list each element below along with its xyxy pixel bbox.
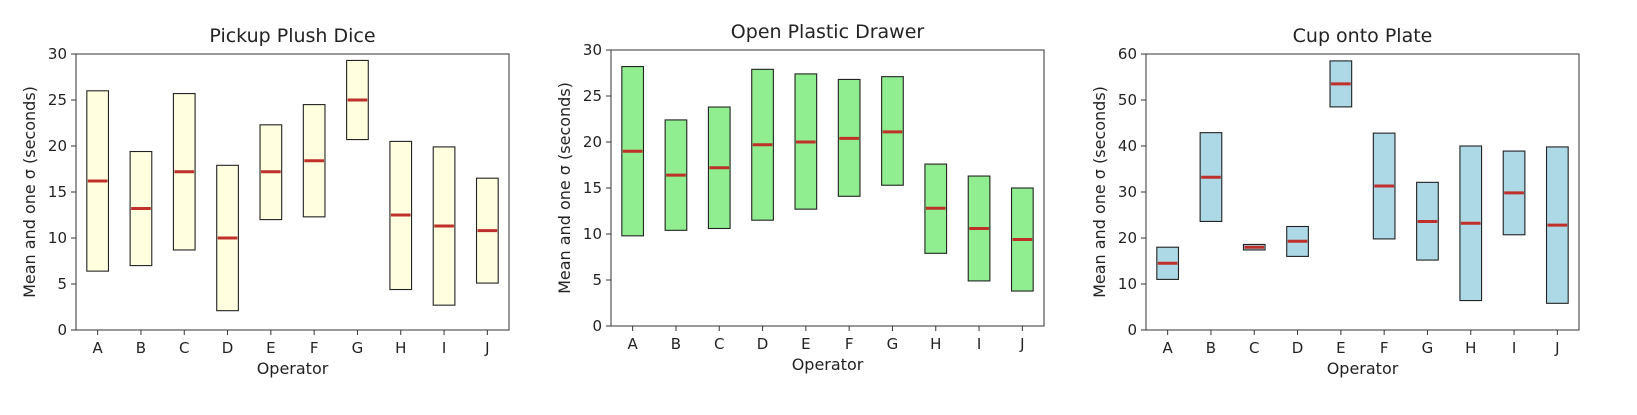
y-tick-label: 25 <box>583 87 602 105</box>
y-tick-label: 15 <box>48 183 67 201</box>
x-tick-label-f: F <box>310 339 319 357</box>
y-tick-label: 10 <box>48 229 67 247</box>
x-tick-label-h: H <box>930 335 941 353</box>
x-tick-label-c: C <box>1249 339 1259 357</box>
y-tick-label: 40 <box>1118 137 1137 155</box>
x-tick-label-g: G <box>887 335 899 353</box>
x-tick-label-i: I <box>977 335 981 353</box>
chart-title: Cup onto Plate <box>1293 25 1433 47</box>
chart-panel-cup-onto-plate: Cup onto Plate Operator Mean and one σ (… <box>1090 25 1580 378</box>
x-tick-label-e: E <box>801 335 810 353</box>
x-tick-label-h: H <box>395 339 406 357</box>
y-tick-label: 20 <box>1118 229 1137 247</box>
x-tick-label-a: A <box>93 339 104 357</box>
chart-panel-pickup-plush-dice: Pickup Plush Dice Operator Mean and one … <box>20 25 510 378</box>
x-tick-label-b: B <box>136 339 146 357</box>
x-tick-label-g: G <box>352 339 364 357</box>
x-axis-label: Operator <box>1327 359 1399 378</box>
y-tick-label: 15 <box>583 179 602 197</box>
y-tick-label: 25 <box>48 91 67 109</box>
x-tick-label-b: B <box>671 335 681 353</box>
x-tick-label-i: I <box>442 339 446 357</box>
x-tick-label-a: A <box>628 335 639 353</box>
y-axis-label: Mean and one σ (seconds) <box>555 82 574 294</box>
x-tick-label-d: D <box>1292 339 1304 357</box>
x-tick-label-h: H <box>1465 339 1476 357</box>
x-tick-label-j: J <box>1019 335 1024 353</box>
y-tick-label: 60 <box>1118 45 1137 63</box>
y-tick-label: 10 <box>583 225 602 243</box>
y-axis-label: Mean and one σ (seconds) <box>1090 86 1109 298</box>
y-axis-label: Mean and one σ (seconds) <box>20 86 39 298</box>
x-axis-label: Operator <box>257 359 329 378</box>
x-tick-label-b: B <box>1206 339 1216 357</box>
x-tick-label-d: D <box>222 339 234 357</box>
x-tick-label-e: E <box>266 339 275 357</box>
x-tick-label-d: D <box>757 335 769 353</box>
y-tick-label: 50 <box>1118 91 1137 109</box>
y-tick-label: 20 <box>583 133 602 151</box>
y-tick-label: 10 <box>1118 275 1137 293</box>
y-tick-label: 30 <box>583 41 602 59</box>
chart-title: Pickup Plush Dice <box>209 25 375 47</box>
y-tick-label: 0 <box>57 321 67 339</box>
x-tick-label-j: J <box>1554 339 1559 357</box>
chart-panel-open-plastic-drawer: Open Plastic Drawer Operator Mean and on… <box>555 21 1045 374</box>
y-tick-label: 30 <box>1118 183 1137 201</box>
chart-title: Open Plastic Drawer <box>731 21 925 43</box>
x-tick-label-f: F <box>1380 339 1389 357</box>
y-tick-label: 0 <box>1127 321 1137 339</box>
x-tick-label-f: F <box>845 335 854 353</box>
x-tick-label-i: I <box>1512 339 1516 357</box>
x-tick-label-g: G <box>1422 339 1434 357</box>
x-axis-label: Operator <box>792 355 864 374</box>
x-tick-label-c: C <box>714 335 724 353</box>
x-tick-label-a: A <box>1163 339 1174 357</box>
x-tick-label-c: C <box>179 339 189 357</box>
x-tick-label-j: J <box>484 339 489 357</box>
y-tick-label: 5 <box>57 275 67 293</box>
y-tick-label: 5 <box>592 271 602 289</box>
y-tick-label: 30 <box>48 45 67 63</box>
y-tick-label: 0 <box>592 317 602 335</box>
y-tick-label: 20 <box>48 137 67 155</box>
x-tick-label-e: E <box>1336 339 1345 357</box>
